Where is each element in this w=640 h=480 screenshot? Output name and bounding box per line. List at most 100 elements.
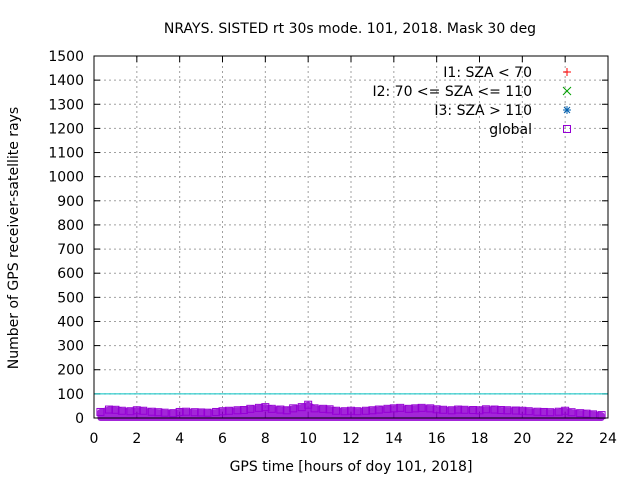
data-point-square — [190, 408, 199, 417]
data-point-square — [426, 404, 435, 413]
data-point-square — [203, 408, 212, 417]
data-point-square — [576, 409, 585, 418]
data-point-square — [481, 405, 490, 414]
y-tick-label: 500 — [57, 290, 84, 306]
data-point-square — [539, 407, 548, 416]
data-point-square — [432, 405, 441, 414]
data-point-square — [175, 407, 184, 416]
legend-label: I2: 70 <= SZA <= 110 — [372, 84, 532, 100]
data-point-square — [132, 406, 141, 415]
data-point-square — [546, 408, 555, 417]
legend-label: global — [489, 122, 532, 138]
data-point-square — [154, 408, 163, 417]
data-point-square — [533, 407, 542, 416]
data-point-square — [332, 406, 341, 415]
data-point-square — [224, 406, 233, 415]
data-point-square — [126, 407, 135, 416]
data-point-square — [496, 406, 505, 415]
plot-frame — [93, 55, 609, 419]
data-point-square — [218, 407, 227, 416]
data-point-square — [325, 405, 334, 414]
y-tick-label: 1100 — [48, 146, 84, 162]
data-point-square — [597, 411, 606, 420]
data-point-square — [289, 404, 298, 413]
data-point-square — [169, 409, 178, 418]
legend-label: I3: SZA > 110 — [434, 103, 532, 119]
x-tick-label: 20 — [513, 431, 531, 447]
data-point-square — [417, 403, 426, 412]
data-point-square — [261, 403, 270, 412]
grid — [94, 56, 608, 418]
x-tick-label: 6 — [218, 431, 227, 447]
x-tick-label: 10 — [299, 431, 317, 447]
data-point-square — [518, 406, 527, 415]
data-point-square — [561, 406, 570, 415]
data-point-square — [139, 406, 148, 415]
data-point-square — [389, 404, 398, 413]
x-tick-label: 0 — [90, 431, 99, 447]
y-tick-label: 0 — [75, 411, 84, 427]
data-point-square — [439, 405, 448, 414]
data-point-square — [239, 406, 248, 415]
data-point-square — [297, 403, 306, 412]
data-point-square — [96, 407, 105, 416]
legend-marker — [563, 106, 571, 114]
data-point-square — [404, 404, 413, 413]
data-point-square — [347, 406, 355, 415]
data-point-square — [490, 405, 499, 414]
data-point-square — [503, 406, 512, 415]
data-point-square — [454, 405, 463, 414]
y-tick-label: 700 — [57, 242, 84, 258]
y-tick-label: 1000 — [48, 170, 84, 186]
data-point-square — [361, 406, 370, 415]
data-point-square — [447, 406, 456, 415]
data-point-square — [383, 404, 392, 413]
x-tick-label: 22 — [556, 431, 574, 447]
data-point-square — [368, 406, 377, 415]
y-tick-label: 800 — [57, 218, 84, 234]
data-point-square — [460, 405, 469, 414]
legend-marker — [563, 68, 571, 76]
data-point-square — [254, 403, 263, 412]
x-tick-label: 4 — [175, 431, 184, 447]
legend-label: I1: SZA < 70 — [443, 65, 532, 81]
y-tick-label: 200 — [57, 363, 84, 379]
x-tick-label: 2 — [132, 431, 141, 447]
y-tick-label: 1200 — [48, 121, 84, 137]
y-tick-label: 1400 — [48, 73, 84, 89]
data-point-square — [396, 403, 405, 412]
data-layer — [96, 400, 606, 421]
y-tick-label: 1300 — [48, 97, 84, 113]
data-point-square — [411, 404, 420, 413]
data-point-square — [374, 405, 383, 414]
y-tick-label: 100 — [57, 387, 84, 403]
data-point-square — [233, 406, 242, 415]
data-point-square — [353, 407, 362, 416]
y-tick-label: 300 — [57, 339, 84, 355]
x-tick-label: 18 — [471, 431, 489, 447]
data-point-square — [319, 404, 328, 413]
y-axis-label: Number of GPS receiver-satellite rays — [6, 107, 22, 369]
data-point-square — [567, 408, 576, 417]
x-tick-label: 16 — [428, 431, 446, 447]
y-tick-label: 400 — [57, 314, 84, 330]
data-point-square — [469, 406, 478, 415]
data-point-square — [340, 407, 349, 416]
data-point-square — [582, 409, 591, 418]
data-point-square — [246, 404, 255, 413]
x-tick-label: 8 — [261, 431, 270, 447]
x-tick-label: 12 — [342, 431, 360, 447]
data-point-square — [147, 407, 156, 416]
x-tick-label: 24 — [599, 431, 617, 447]
data-point-square — [197, 408, 206, 417]
y-tick-label: 1500 — [48, 49, 84, 65]
data-point-square — [212, 407, 221, 416]
data-point-square — [282, 406, 291, 415]
data-point-square — [111, 405, 120, 414]
legend: I1: SZA < 70 I2: 70 <= SZA <= 110 I3: SZA … — [372, 65, 572, 138]
y-tick-label: 900 — [57, 194, 84, 210]
data-point-square — [511, 406, 520, 415]
legend-marker — [562, 86, 572, 96]
data-point-square — [524, 407, 533, 416]
